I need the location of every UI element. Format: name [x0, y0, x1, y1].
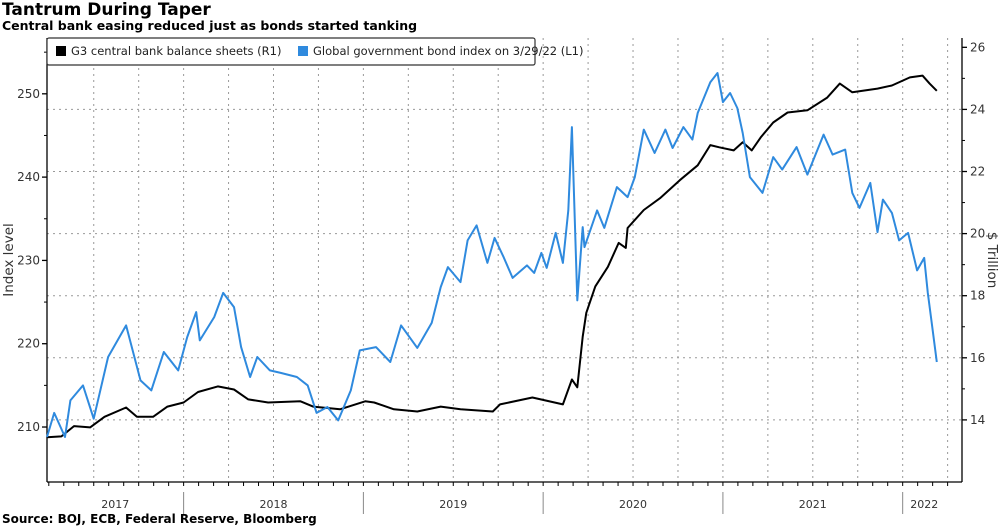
left-axis-tick-label: 230	[17, 253, 40, 267]
balance-sheet-line	[46, 74, 938, 439]
right-axis-tick-label: 16	[970, 351, 985, 365]
source-note: Source: BOJ, ECB, Federal Reserve, Bloom…	[2, 512, 317, 526]
right-axis-tick-label: 24	[970, 102, 985, 116]
x-axis-tick-label: 2022	[910, 498, 938, 511]
left-axis-label: Index level	[1, 223, 17, 297]
right-axis-tick-label: 26	[970, 40, 985, 54]
chart-title: Tantrum During Taper	[2, 0, 211, 20]
right-axis-tick-label: 20	[970, 227, 985, 241]
left-axis-tick-label: 250	[17, 87, 40, 101]
legend-swatch-black	[56, 46, 66, 56]
left-axis-tick-label: 210	[17, 420, 40, 434]
x-axis-tick-label: 2021	[799, 498, 827, 511]
legend-label: G3 central bank balance sheets (R1)	[71, 44, 281, 58]
legend-box	[46, 37, 536, 66]
chart-subtitle: Central bank easing reduced just as bond…	[2, 18, 418, 33]
x-axis-tick-label: 2019	[439, 498, 467, 511]
left-axis-tick-label: 220	[17, 337, 40, 351]
x-axis-tick-label: 2018	[260, 498, 288, 511]
legend-swatch-blue	[298, 46, 308, 56]
x-axis-tick-label: 2020	[619, 498, 647, 511]
left-axis-tick-label: 240	[17, 170, 40, 184]
legend-label: Global government bond index on 3/29/22 …	[313, 44, 583, 58]
right-axis-label: $ Trillion	[984, 232, 1000, 289]
right-axis-tick-label: 18	[970, 289, 985, 303]
x-axis-tick-label: 2017	[101, 498, 129, 511]
bond-index-line	[46, 72, 938, 438]
right-axis-tick-label: 22	[970, 165, 985, 179]
right-axis-tick-label: 14	[970, 413, 985, 427]
